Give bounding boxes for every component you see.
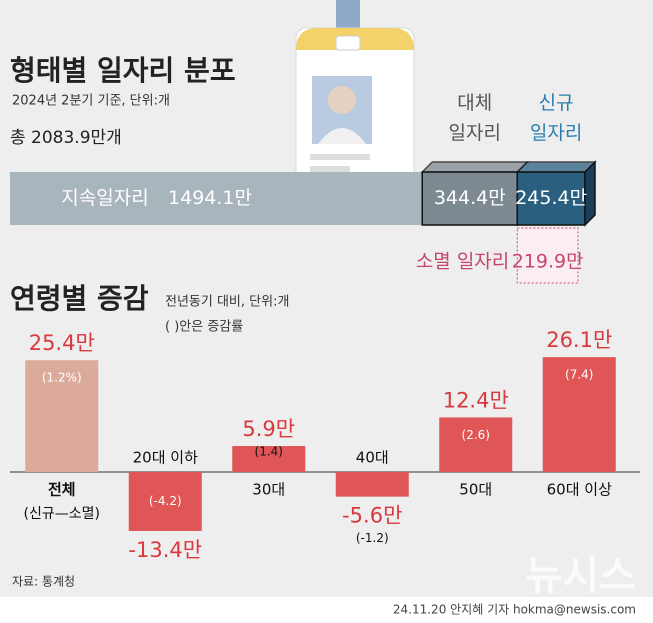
x-tick-label: 30대 [252, 481, 285, 499]
value-label: -5.6만 [342, 504, 402, 528]
bar [542, 357, 616, 472]
rate-label: (7.4) [565, 368, 593, 382]
x-tick-label: 60대 이상 [547, 481, 612, 499]
note: ( )안은 증감률 [165, 320, 243, 335]
rate-label: (-1.2) [356, 531, 389, 545]
value-label: -13.4만 [128, 538, 202, 562]
category-note: (신규—소멸) [24, 506, 100, 522]
bar-side [584, 160, 596, 227]
value-label: 5.9만 [242, 417, 295, 441]
bar [232, 446, 306, 472]
legend-label: 신규 일자리 [529, 92, 583, 144]
logo: 뉴시스 [526, 553, 636, 599]
subtitle: 2024년 2분기 기준, 단위:개 [12, 94, 170, 109]
bar [439, 417, 513, 472]
title: 형태별 일자리 분포 [10, 54, 236, 87]
legend-label: 대체 일자리 [448, 92, 501, 144]
x-tick-label: 40대 [356, 449, 389, 467]
rate-label: (1.4) [255, 445, 283, 459]
value-label: 25.4만 [29, 331, 95, 355]
segment-name: 지속일자리 [61, 187, 148, 209]
value-label: 12.4만 [443, 388, 509, 412]
x-tick-label: 20대 이하 [133, 449, 198, 467]
x-tick-label: 50대 [459, 481, 492, 499]
value-label: 245.4만 [515, 187, 587, 209]
x-tick-label: 전체 [48, 481, 76, 499]
total: 총 2083.9만개 [10, 128, 122, 148]
bar-segment [10, 172, 423, 225]
source: 자료: 통계청 [12, 575, 75, 589]
bar [128, 472, 202, 531]
lost-name: 소멸 일자리 [416, 251, 509, 273]
id-card-illustration [295, 0, 415, 187]
bar-top [420, 161, 530, 173]
credit: 24.11.20 안지혜 기자 hokma@newsis.com [393, 603, 636, 617]
note: 전년동기 대비, 단위:개 [165, 295, 289, 310]
value-label: 1494.1만 [168, 187, 252, 209]
value-label: 344.4만 [434, 187, 506, 209]
footer-band [0, 597, 653, 623]
bar-segment [516, 171, 586, 226]
rate-label: (2.6) [462, 428, 490, 442]
lost-box [516, 227, 579, 284]
lost-value: 219.9만 [512, 251, 584, 273]
rate-label: (-4.2) [149, 494, 182, 508]
value-label: 26.1만 [546, 328, 612, 352]
bar-top [515, 161, 597, 173]
bar [25, 360, 99, 472]
rate-label: (1.2%) [42, 371, 82, 385]
bar [335, 472, 409, 497]
title: 연령별 증감 [10, 282, 149, 315]
